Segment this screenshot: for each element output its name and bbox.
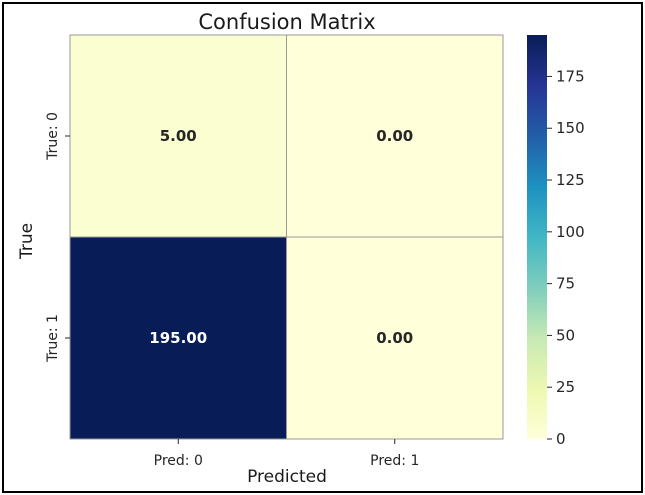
- colorbar-tick-label: 25: [556, 378, 575, 396]
- colorbar-tick-label: 100: [556, 223, 585, 241]
- heatmap-cell: [69, 34, 287, 238]
- colorbar-tick-label: 50: [556, 326, 575, 344]
- y-axis-label: True: [17, 223, 37, 260]
- colorbar-tick-label: 175: [556, 67, 585, 85]
- colorbar-tick-label: 125: [556, 171, 585, 189]
- heatmap-cells: 5.00 0.00 195.00 0.00: [69, 34, 504, 440]
- y-tick-labels: True: 0 True: 1: [45, 112, 70, 363]
- x-axis-label: Predicted: [247, 467, 327, 487]
- cell-value-label: 0.00: [376, 329, 413, 347]
- cell-value-label: 195.00: [149, 329, 207, 347]
- colorbar-tick-label: 150: [556, 119, 585, 137]
- heatmap-cell: [69, 236, 287, 440]
- y-tick-label: True: 0: [45, 112, 61, 161]
- cell-value-label: 5.00: [160, 127, 197, 145]
- chart-title: Confusion Matrix: [198, 10, 375, 34]
- x-tick-label: Pred: 0: [154, 453, 203, 469]
- heatmap-cell: [286, 34, 504, 238]
- heatmap-cell: [286, 236, 504, 440]
- y-tick-label: True: 1: [45, 314, 61, 363]
- x-tick-labels: Pred: 0 Pred: 1: [154, 439, 419, 469]
- x-tick-label: Pred: 1: [370, 453, 419, 469]
- colorbar-tick-label: 75: [556, 275, 575, 293]
- cell-value-label: 0.00: [376, 127, 413, 145]
- confusion-matrix-chart: Confusion Matrix 5.00 0.00 195.00 0.00 Pred…: [17, 10, 585, 487]
- colorbar: [527, 35, 547, 439]
- colorbar-tick-label: 0: [556, 430, 566, 448]
- colorbar-ticks: 0 25 50 75 100 125 150 175: [547, 67, 585, 448]
